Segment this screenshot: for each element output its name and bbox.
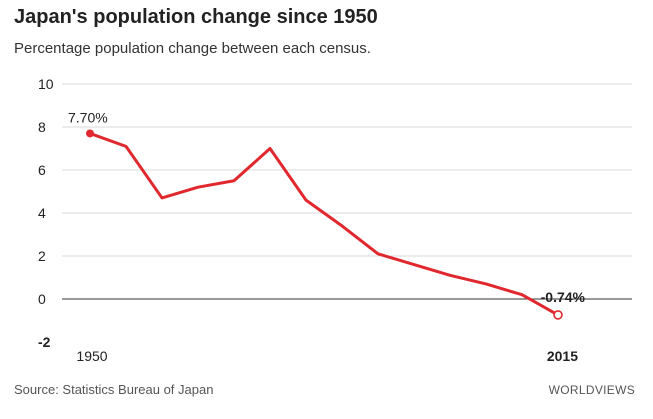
data-label: -0.74%	[541, 289, 586, 305]
y-axis-ticks: -2 0 2 4 6 8 10	[38, 76, 54, 350]
x-axis-ticks: 1950 2015	[76, 348, 578, 364]
x-tick-label: 2015	[547, 348, 578, 364]
y-tick-label: -2	[38, 334, 51, 350]
line-chart: -2 0 2 4 6 8 10 1950 2015 7.70% -0.74%	[38, 76, 632, 364]
grid-lines	[62, 83, 632, 300]
annotations: 7.70% -0.74%	[68, 109, 586, 304]
series-line	[88, 131, 560, 317]
y-tick-label: 8	[38, 119, 46, 135]
y-tick-label: 4	[38, 205, 46, 221]
chart-title: Japan's population change since 1950	[14, 6, 378, 28]
data-point-end	[553, 310, 563, 320]
chart-subtitle: Percentage population change between eac…	[14, 40, 371, 57]
brand-logo: WORLDVIEWS	[548, 383, 635, 397]
x-tick-label: 1950	[76, 348, 107, 364]
series-group	[86, 129, 563, 320]
y-tick-label: 10	[38, 76, 54, 92]
y-tick-label: 2	[38, 248, 46, 264]
data-label: 7.70%	[68, 109, 108, 125]
y-tick-label: 6	[38, 162, 46, 178]
y-tick-label: 0	[38, 291, 46, 307]
data-point-start	[86, 129, 94, 138]
source-note: Source: Statistics Bureau of Japan	[14, 382, 214, 397]
